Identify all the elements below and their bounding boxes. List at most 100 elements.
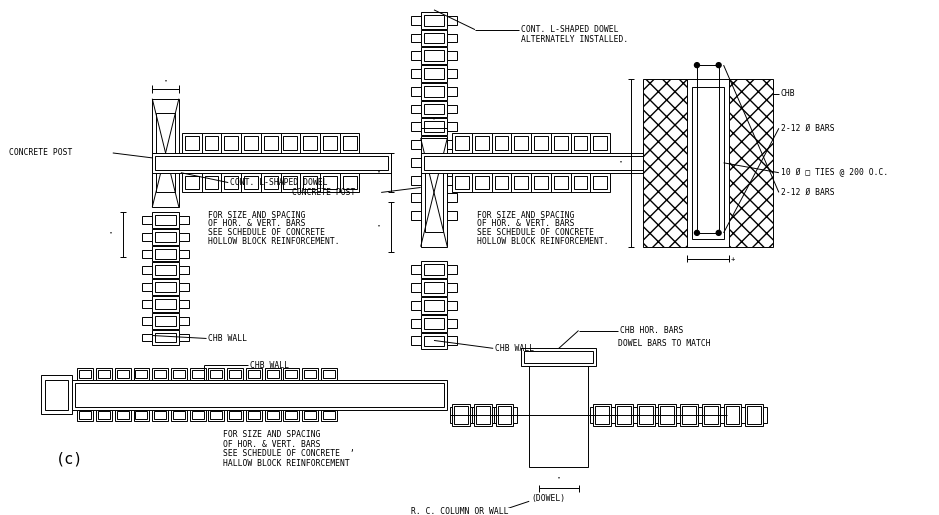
Bar — [447, 319, 457, 328]
Bar — [476, 406, 490, 424]
Bar — [241, 133, 261, 153]
Bar — [192, 370, 204, 378]
Bar — [152, 212, 179, 228]
Bar — [321, 368, 337, 380]
Text: DOWEL BARS TO MATCH: DOWEL BARS TO MATCH — [618, 339, 711, 348]
Bar — [155, 316, 176, 325]
Bar — [261, 173, 281, 193]
Bar — [451, 407, 453, 423]
Bar — [302, 368, 318, 380]
Bar — [210, 411, 223, 419]
Bar — [423, 193, 444, 203]
Bar — [455, 136, 469, 150]
Bar — [410, 105, 421, 113]
Bar — [421, 262, 447, 278]
Bar — [190, 409, 206, 421]
Bar — [423, 282, 444, 293]
Bar — [447, 123, 457, 131]
Bar — [492, 173, 512, 193]
Bar — [554, 136, 568, 150]
Text: FOR SIZE AND SPACING: FOR SIZE AND SPACING — [477, 211, 575, 219]
Bar — [303, 136, 317, 150]
Bar — [639, 406, 653, 424]
Bar — [152, 296, 179, 312]
Bar — [190, 368, 206, 380]
Text: ": " — [377, 225, 381, 230]
Text: (c): (c) — [55, 451, 83, 467]
Bar — [410, 158, 421, 167]
Bar — [171, 409, 187, 421]
Bar — [410, 176, 421, 184]
Bar — [155, 265, 176, 276]
Bar — [454, 406, 468, 424]
Bar — [72, 380, 447, 409]
Text: ": " — [109, 232, 113, 237]
Bar — [410, 69, 421, 78]
Bar — [421, 136, 447, 153]
Bar — [423, 32, 444, 43]
Bar — [447, 33, 457, 42]
Bar — [423, 175, 444, 185]
Bar — [447, 211, 457, 220]
Text: 2-12 Ø BARS: 2-12 Ø BARS — [781, 188, 835, 197]
Bar — [423, 139, 444, 150]
Bar — [447, 52, 457, 60]
Bar — [323, 176, 337, 190]
Bar — [244, 176, 258, 190]
Bar — [423, 68, 444, 79]
Bar — [423, 122, 444, 132]
Bar — [155, 282, 176, 292]
Bar — [593, 136, 608, 150]
Bar — [179, 250, 189, 258]
Bar — [185, 136, 199, 150]
Text: OF HOR. & VERT. BARS: OF HOR. & VERT. BARS — [223, 439, 321, 449]
Bar — [410, 16, 421, 25]
Bar — [593, 176, 608, 190]
Bar — [152, 153, 391, 173]
Bar — [300, 133, 320, 153]
Bar — [611, 407, 615, 423]
Bar — [79, 370, 91, 378]
Text: HOLLOW BLOCK REINFORCEMENT.: HOLLOW BLOCK REINFORCEMENT. — [477, 237, 608, 246]
Bar — [152, 313, 179, 329]
Bar — [615, 404, 633, 426]
Bar — [531, 133, 551, 153]
Bar — [323, 136, 337, 150]
Bar — [143, 266, 152, 274]
Bar — [410, 283, 421, 292]
Bar — [154, 411, 166, 419]
Bar — [729, 79, 773, 247]
Bar — [173, 411, 185, 419]
Circle shape — [695, 63, 700, 67]
Bar — [75, 383, 444, 406]
Bar — [514, 407, 517, 423]
Bar — [633, 407, 637, 423]
Bar — [246, 368, 262, 380]
Bar — [152, 263, 179, 278]
Bar — [574, 136, 588, 150]
Bar — [222, 173, 241, 193]
Bar — [421, 190, 447, 206]
Bar — [423, 86, 444, 97]
Bar — [155, 249, 176, 259]
Bar — [423, 15, 444, 26]
Bar — [591, 173, 610, 193]
Text: ": " — [377, 170, 381, 175]
Bar — [229, 370, 241, 378]
Text: ": " — [163, 79, 167, 84]
Bar — [423, 335, 444, 347]
Bar — [474, 404, 492, 426]
Bar — [155, 215, 176, 225]
Bar — [179, 266, 189, 274]
Text: FOR SIZE AND SPACING: FOR SIZE AND SPACING — [208, 211, 306, 219]
Bar — [343, 136, 357, 150]
Bar — [410, 301, 421, 310]
Bar — [423, 300, 444, 311]
Bar — [227, 368, 243, 380]
Bar — [447, 87, 457, 96]
Bar — [205, 136, 219, 150]
Bar — [340, 173, 360, 193]
Bar — [492, 133, 512, 153]
Bar — [302, 409, 318, 421]
Bar — [79, 411, 91, 419]
